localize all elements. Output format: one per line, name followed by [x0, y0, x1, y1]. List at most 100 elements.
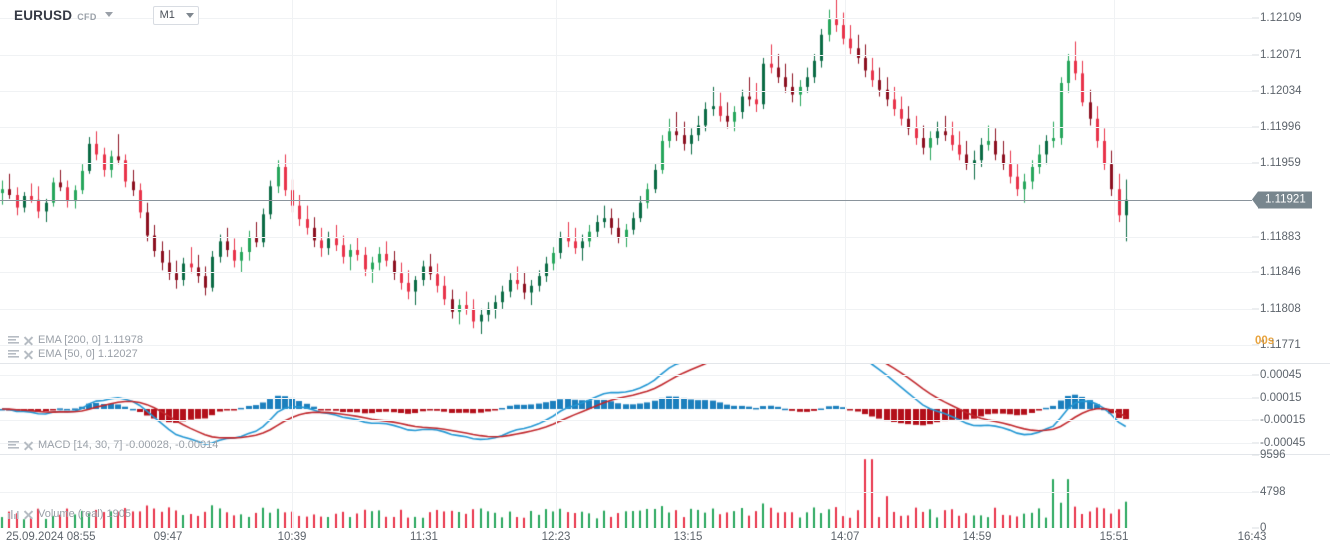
- grid-line: [556, 364, 557, 454]
- time-axis-tick: 14:07: [830, 531, 860, 543]
- grid-line: [0, 309, 1252, 310]
- legend-volume: Volume (real) 1905: [8, 508, 131, 520]
- grid-line: [845, 455, 846, 528]
- price-axis-tick: 1.12109: [1260, 12, 1302, 25]
- symbol-kind: CFD: [77, 11, 97, 22]
- axis-tick-dash: [1252, 271, 1259, 273]
- grid-line: [292, 364, 293, 454]
- price-axis-tick: 1.12034: [1260, 84, 1302, 97]
- price-axis-tick: 1.12071: [1260, 49, 1302, 62]
- price-axis[interactable]: 1.12109 1.12071 1.12034 1.11996 1.11959 1.118…: [1252, 0, 1330, 534]
- legend-ema200-label: EMA [200, 0] 1.11978: [38, 334, 143, 346]
- settings-icon[interactable]: [8, 440, 19, 451]
- macd-axis-tick: 0.00015: [1260, 391, 1302, 404]
- pane-divider-1: [0, 363, 1330, 364]
- grid-line: [1114, 364, 1115, 454]
- grid-line: [556, 0, 557, 363]
- axis-tick-dash: [1252, 344, 1259, 346]
- price-axis-tick: 1.11959: [1260, 157, 1301, 170]
- volume-axis-tick: 9596: [1260, 449, 1286, 461]
- time-axis-tick: 15:51: [1099, 531, 1129, 543]
- grid-line: [0, 163, 1252, 164]
- bar-countdown: 00s: [1255, 335, 1275, 347]
- price-axis-tick: 1.11996: [1260, 121, 1301, 134]
- grid-line: [845, 0, 846, 363]
- grid-line: [0, 91, 1252, 92]
- price-axis-tick: 1.11846: [1260, 266, 1301, 279]
- grid-line: [0, 492, 1252, 493]
- volume-icon[interactable]: [8, 509, 19, 520]
- axis-tick-dash: [1252, 17, 1259, 19]
- legend-macd: MACD [14, 30, 7] -0.00028, -0.00014: [8, 439, 218, 451]
- axis-tick-dash: [1252, 491, 1259, 492]
- time-axis-tick: 10:39: [277, 531, 307, 543]
- grid-line: [0, 18, 1252, 19]
- settings-icon[interactable]: [8, 335, 19, 346]
- volume-pane[interactable]: [0, 455, 1252, 528]
- grid-line: [0, 420, 1252, 421]
- time-axis-tick: 16:43: [1237, 531, 1267, 543]
- volume-axis-tick: 0: [1260, 522, 1267, 534]
- grid-line: [292, 0, 293, 363]
- legend-ema50-label: EMA [50, 0] 1.12027: [38, 348, 138, 360]
- close-icon[interactable]: [23, 349, 34, 360]
- grid-line: [0, 55, 1252, 56]
- axis-tick-dash: [1252, 236, 1259, 238]
- price-axis-tick: 1.11883: [1260, 230, 1301, 243]
- time-axis-tick: 09:47: [153, 531, 183, 543]
- axis-tick-dash: [1252, 397, 1259, 399]
- axis-tick-dash: [1252, 126, 1259, 128]
- chart-header: EURUSD CFD M1: [0, 0, 1330, 30]
- settings-icon[interactable]: [8, 349, 19, 360]
- current-price-line: [0, 200, 1252, 201]
- axis-tick-dash: [1252, 454, 1259, 456]
- symbol-name: EURUSD: [14, 7, 73, 23]
- axis-tick-dash: [1252, 442, 1259, 444]
- grid-line: [292, 455, 293, 528]
- macd-axis-tick: -0.00045: [1260, 436, 1306, 449]
- grid-line: [845, 364, 846, 454]
- close-icon[interactable]: [23, 335, 34, 346]
- time-axis-tick: 25.09.2024 08:55: [6, 531, 96, 543]
- time-axis-tick: 14:59: [962, 531, 992, 543]
- timeframe-selector[interactable]: M1: [152, 5, 199, 25]
- chevron-down-icon: [185, 12, 194, 18]
- current-price-badge: 1.11921: [1252, 191, 1312, 209]
- grid-line: [1114, 455, 1115, 528]
- price-axis-tick: 1.11771: [1260, 338, 1301, 351]
- chevron-down-icon: [104, 11, 113, 17]
- legend-ema200: EMA [200, 0] 1.11978: [8, 334, 143, 346]
- grid-line: [0, 398, 1252, 399]
- timeframe-label: M1: [159, 9, 175, 21]
- close-icon[interactable]: [23, 509, 34, 520]
- time-axis[interactable]: 25.09.2024 08:55 09:47 10:39 11:31 12:23 13:1…: [0, 528, 1330, 548]
- axis-tick-dash: [1252, 54, 1259, 56]
- axis-tick-dash: [1252, 308, 1259, 310]
- macd-axis-tick: 0.00045: [1260, 369, 1302, 382]
- time-axis-tick: 13:15: [673, 531, 703, 543]
- time-axis-tick: 11:31: [410, 531, 438, 543]
- grid-line: [0, 345, 1252, 346]
- legend-volume-label: Volume (real) 1905: [38, 508, 131, 520]
- volume-axis-tick: 4798: [1260, 485, 1286, 498]
- legend-ema50: EMA [50, 0] 1.12027: [8, 348, 138, 360]
- axis-tick-dash: [1252, 374, 1259, 376]
- grid-line: [0, 237, 1252, 238]
- macd-pane[interactable]: [0, 364, 1252, 454]
- legend-macd-label: MACD [14, 30, 7] -0.00028, -0.00014: [38, 439, 219, 451]
- grid-line: [0, 443, 1252, 444]
- grid-line: [556, 455, 557, 528]
- grid-line: [0, 127, 1252, 128]
- price-axis-tick: 1.11808: [1260, 302, 1301, 315]
- axis-tick-dash: [1252, 90, 1259, 92]
- pane-divider-2: [0, 454, 1330, 455]
- grid-line: [1114, 0, 1115, 363]
- close-icon[interactable]: [23, 440, 34, 451]
- axis-tick-dash: [1252, 527, 1259, 529]
- grid-line: [0, 375, 1252, 376]
- axis-tick-dash: [1252, 419, 1259, 421]
- axis-tick-dash: [1252, 162, 1259, 164]
- price-pane[interactable]: [0, 0, 1252, 363]
- symbol-selector[interactable]: EURUSD CFD: [14, 8, 113, 23]
